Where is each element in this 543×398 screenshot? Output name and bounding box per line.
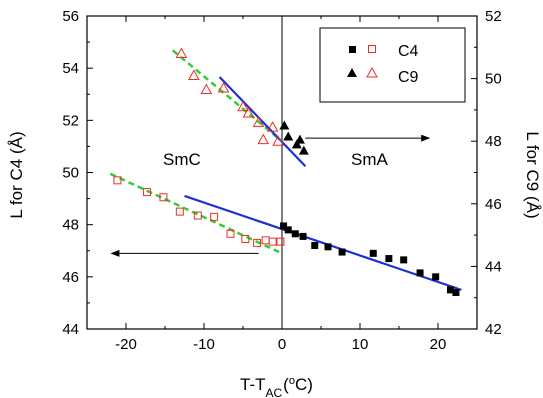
data-point-c4-filled	[385, 255, 393, 263]
x-tick-label: 0	[278, 336, 286, 353]
data-point-c9-open	[188, 69, 200, 80]
data-point-c9-open	[237, 100, 249, 112]
y-tick-label-left: 44	[62, 321, 79, 338]
fit-lines	[109, 49, 462, 291]
legend: C4 C9	[319, 27, 466, 103]
data-point-c9-filled	[294, 134, 305, 144]
legend-label-c4: C4	[398, 43, 419, 60]
data-point-c4-filled	[284, 226, 292, 234]
fit-line-solid	[218, 76, 307, 168]
y-tick-label-right: 52	[485, 8, 502, 25]
data-point-c9-open	[217, 81, 230, 93]
data-point-c4-open	[210, 212, 219, 221]
fit-line-solid	[184, 194, 462, 291]
smc-label: SmC	[163, 150, 201, 169]
data-point-c9-filled	[279, 120, 290, 130]
y-axis-title-right: L for C9 (Å)	[523, 131, 542, 218]
data-point-c9-open	[175, 47, 188, 59]
data-point-c4-filled	[338, 248, 346, 256]
x-tick-label: -20	[115, 336, 137, 353]
x-tick-label: 10	[352, 336, 369, 353]
data-point-c4-open	[159, 193, 168, 202]
data-point-c4-open	[276, 237, 285, 246]
y-tick-label-right: 42	[485, 321, 502, 338]
data-point-c4-filled	[432, 273, 440, 281]
data-point-c4-filled	[280, 222, 288, 230]
phase-arrows	[110, 134, 431, 257]
data-point-c4-filled	[452, 288, 460, 296]
legend-marker-c9-filled	[347, 68, 357, 77]
fit-line-dashed	[109, 172, 283, 255]
data-point-c4-filled	[291, 230, 299, 238]
x-tick-label: 20	[430, 336, 447, 353]
x-tick-label: -10	[193, 336, 215, 353]
data-point-c4-open	[268, 237, 277, 246]
y-tick-label-right: 44	[485, 258, 502, 275]
data-point-c4-open	[253, 238, 262, 247]
y-tick-label-left: 46	[62, 269, 79, 286]
data-point-c4-filled	[446, 286, 454, 294]
y-tick-label-left: 54	[62, 60, 79, 77]
data-point-c9-open	[242, 107, 255, 118]
legend-marker-c9-open	[366, 66, 378, 78]
fit-line-dashed	[172, 49, 283, 143]
y-tick-label-left: 52	[62, 112, 79, 129]
data-point-c9-open	[200, 83, 213, 95]
y-tick-label-right: 50	[485, 71, 502, 88]
sma-label: SmA	[351, 150, 389, 169]
data-markers	[113, 47, 460, 296]
data-point-c9-open	[252, 116, 265, 127]
x-axis-title: T-TAC(oC)	[240, 375, 313, 398]
y-tick-label-left: 48	[62, 217, 79, 234]
data-point-c4-filled	[311, 242, 319, 250]
y-tick-label-right: 48	[485, 133, 502, 150]
arrow-right-head	[421, 134, 431, 142]
y-tick-label-left: 56	[62, 8, 79, 25]
axis-ticks: -20 -10 0 10 20 44 46 48 50 52 54 56 42 44 46 48 50 52	[62, 8, 501, 353]
data-point-c4-open	[193, 211, 202, 220]
data-point-c9-filled	[283, 131, 294, 141]
data-point-c9-filled	[298, 145, 309, 155]
data-point-c4-open	[241, 235, 250, 244]
data-point-c9-filled	[291, 139, 302, 149]
legend-box	[319, 27, 466, 103]
legend-marker-c4-filled	[349, 46, 356, 53]
legend-label-c9: C9	[398, 69, 419, 86]
y-axis-title-left: L for C4 (Å)	[7, 131, 26, 218]
data-point-c9-open	[272, 135, 284, 146]
legend-marker-c4-open	[368, 45, 376, 53]
y-tick-label-left: 50	[62, 165, 79, 182]
data-point-c4-open	[261, 236, 270, 245]
data-point-c4-open	[226, 229, 235, 238]
data-point-c9-open	[266, 121, 279, 132]
data-point-c4-filled	[324, 243, 332, 251]
data-point-c4-open	[175, 207, 184, 216]
arrow-left-head	[110, 249, 120, 257]
data-point-c4-filled	[416, 269, 424, 277]
data-point-c9-open	[257, 133, 270, 145]
y-tick-label-right: 46	[485, 196, 502, 213]
data-point-c4-filled	[400, 256, 408, 264]
data-point-c4-open	[113, 176, 122, 185]
data-point-c4-filled	[369, 249, 377, 257]
data-point-c4-open	[143, 188, 152, 197]
data-point-c4-filled	[299, 232, 307, 240]
